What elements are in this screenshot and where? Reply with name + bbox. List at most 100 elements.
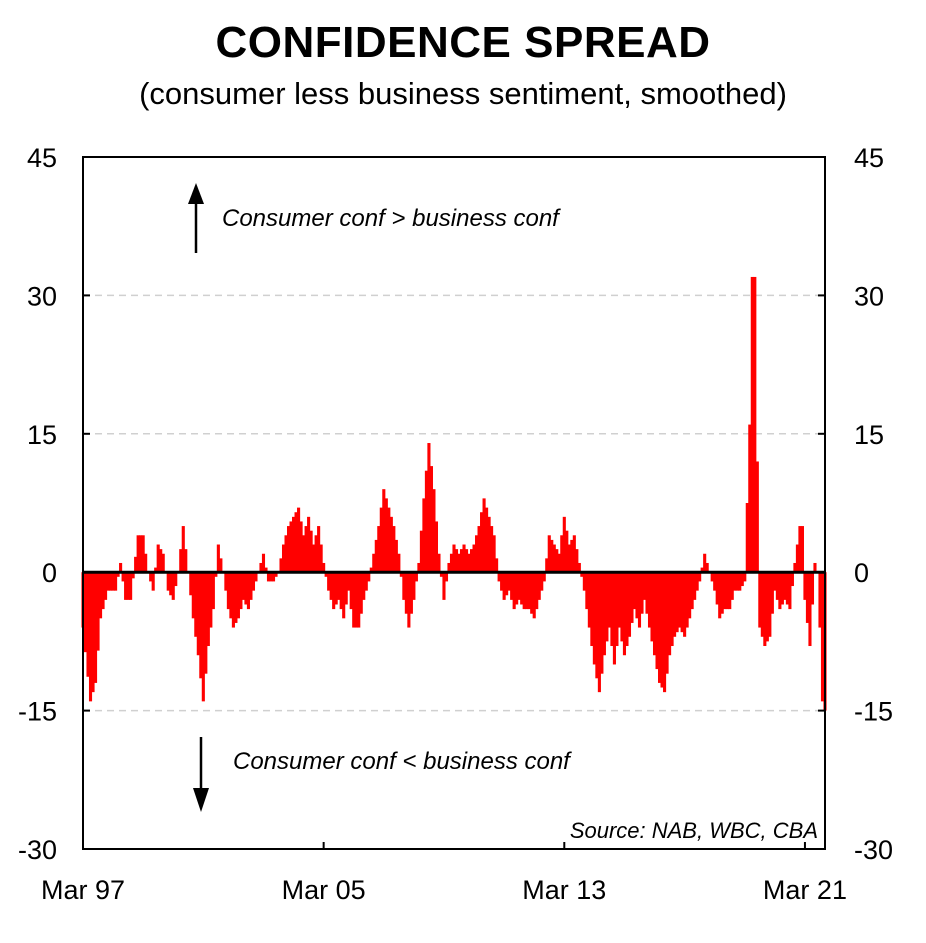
spread-bar [131, 572, 135, 579]
spread-bar [482, 498, 486, 573]
spread-bar [98, 572, 103, 619]
spread-bar [352, 572, 356, 628]
spread-bar [96, 572, 100, 651]
spread-bar [269, 572, 273, 582]
spread-bar [585, 572, 589, 610]
spread-bar [495, 558, 499, 573]
spread-bar [718, 572, 722, 619]
spread-bar [412, 572, 416, 600]
spread-bar [464, 549, 469, 573]
spread-bar [530, 572, 534, 614]
spread-bar [359, 572, 363, 614]
spread-bar [475, 535, 479, 573]
spread-bar [439, 572, 444, 577]
spread-bar [447, 562, 451, 573]
spread-bar [397, 553, 401, 573]
spread-bar [485, 507, 489, 573]
spread-bar [527, 572, 531, 610]
spread-bar [281, 544, 286, 573]
spread-bar [279, 558, 283, 573]
spread-bar [685, 572, 689, 628]
spread-bar [91, 572, 95, 693]
spread-bar [705, 562, 709, 573]
spread-bar [760, 572, 764, 637]
spread-bar [778, 572, 782, 610]
spread-bar [515, 572, 519, 605]
axis-ticks [82, 156, 825, 850]
y-tick-label-left: 30 [27, 281, 57, 311]
spread-bar [627, 572, 632, 637]
spread-bar [575, 549, 579, 573]
spread-bar [630, 572, 634, 623]
spread-bar [715, 572, 719, 605]
spread-bar [299, 521, 303, 573]
spread-bar [680, 572, 684, 633]
spread-bar [735, 572, 739, 591]
spread-bar [703, 553, 707, 573]
spread-bar [191, 572, 195, 619]
spread-bar [748, 424, 752, 573]
spread-bar [790, 572, 794, 587]
spread-bar [535, 572, 539, 610]
spread-bar [367, 572, 371, 582]
spread-bar [392, 526, 396, 573]
spread-bar [156, 544, 160, 573]
spread-bar [364, 572, 368, 591]
spread-bar [199, 572, 203, 679]
spread-bar [673, 572, 677, 637]
spread-bar [770, 572, 774, 614]
spread-bar [189, 572, 193, 596]
spread-bar [339, 572, 343, 610]
y-axis-left-labels: -30 -15 0 15 30 45 [18, 143, 57, 865]
spread-bar [151, 572, 155, 591]
spread-bar [743, 572, 747, 582]
spread-bar [93, 572, 98, 683]
x-tick-label: Mar 05 [282, 875, 366, 905]
spread-bar [818, 572, 822, 628]
spread-bar [181, 526, 185, 573]
spread-bar [377, 526, 381, 573]
spread-bar [124, 572, 128, 600]
spread-bar [487, 516, 491, 573]
spread-bar [605, 572, 609, 642]
spread-bar [615, 572, 619, 647]
spread-bar [244, 572, 248, 605]
spread-bar [149, 572, 153, 582]
spread-bar [449, 553, 454, 573]
spread-bar [437, 553, 441, 573]
y-tick-label-right: -30 [854, 835, 893, 865]
spread-bar [520, 572, 524, 605]
spread-bar [136, 535, 140, 573]
spread-bar [432, 489, 436, 573]
spread-bar [557, 553, 561, 573]
spread-bar [264, 567, 268, 573]
spread-bar [261, 553, 266, 573]
spread-bar [562, 516, 566, 573]
spread-bar [141, 535, 145, 573]
spread-bar [480, 512, 484, 573]
spread-bar [683, 572, 687, 637]
spread-bar [357, 572, 361, 628]
spread-bar [567, 544, 571, 573]
spread-bar [404, 572, 408, 614]
spread-bar [670, 572, 674, 647]
spread-bar [477, 526, 481, 573]
spread-bar [174, 572, 178, 587]
spread-bar [647, 572, 652, 628]
spread-bar [88, 572, 93, 702]
spread-bar [522, 572, 526, 610]
spread-bar [292, 516, 296, 573]
spread-bar [307, 516, 311, 573]
spread-bar [783, 572, 787, 600]
spread-bar [532, 572, 536, 619]
spread-bar [740, 572, 744, 587]
spread-bar [234, 572, 238, 623]
annotation-consumer-greater: Consumer conf > business conf [222, 205, 561, 232]
spread-bar [730, 572, 734, 600]
spread-bar [344, 572, 348, 605]
spread-bar [550, 539, 554, 573]
spread-bar [417, 562, 421, 573]
spread-bar [510, 572, 514, 600]
spread-bar [710, 572, 714, 582]
spread-bar [502, 572, 506, 600]
